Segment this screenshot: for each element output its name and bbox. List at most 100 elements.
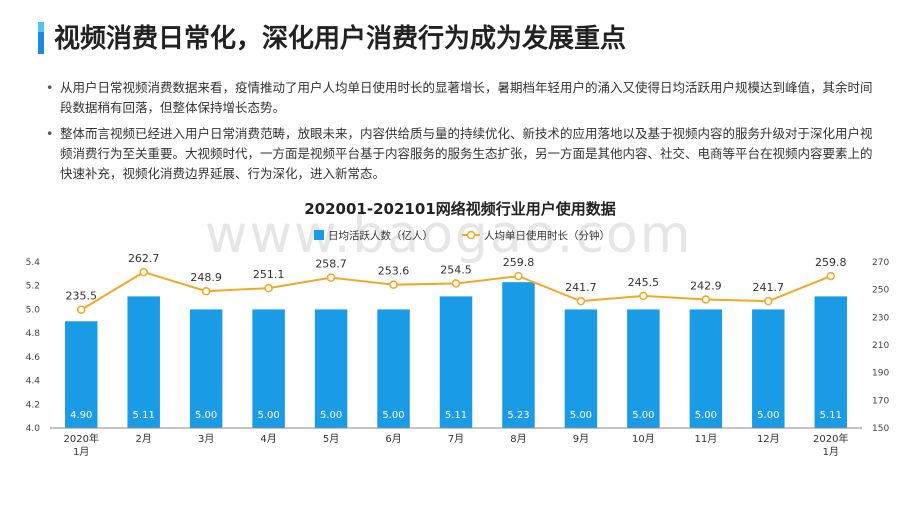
line-data-label: 245.5: [628, 276, 660, 289]
bar: [127, 296, 160, 428]
y-left-tick-label: 5.2: [26, 282, 40, 292]
line-data-label: 241.7: [753, 281, 785, 294]
y-right-tick-label: 250: [872, 286, 889, 296]
line-marker: [639, 291, 648, 301]
x-tick-label-line: 2020年: [64, 432, 99, 445]
legend-bar-label: 日均活跃人数（亿人）: [328, 229, 433, 242]
x-tick-label-line: 1月: [823, 446, 839, 458]
x-tick-label-line: 6月: [385, 433, 401, 445]
line-data-label: 251.1: [253, 268, 285, 281]
line-marker: [139, 267, 148, 277]
x-tick-label: 6月: [385, 433, 401, 445]
line-marker: [826, 271, 836, 281]
bar-data-label: 5.00: [257, 410, 279, 421]
line-data-label: 242.9: [690, 279, 722, 292]
bar-data-label: 5.00: [632, 410, 654, 421]
y-right-tick-label: 190: [872, 369, 889, 379]
x-tick-label-line: 11月: [694, 433, 717, 445]
x-tick-label-line: 1月: [73, 446, 89, 458]
y-left-tick-label: 4.8: [26, 329, 41, 339]
bullet-item: 从用户日常视频消费数据来看，疫情推动了用户人均单日使用时长的显著增长，暑期档年轻…: [44, 78, 876, 118]
line-data-label: 253.6: [378, 265, 410, 278]
x-tick-label: 2020年 1月: [64, 432, 99, 458]
bar-data-label: 5.11: [133, 410, 155, 421]
x-tick-label-line: 5月: [323, 433, 339, 445]
y-left-tick-label: 4.0: [26, 424, 41, 434]
line-data-label: 259.8: [815, 256, 847, 269]
x-tick-label-line: 4月: [260, 433, 276, 445]
y-right-tick-label: 150: [872, 424, 889, 434]
x-tick-label-line: 7月: [448, 433, 464, 445]
bar-data-label: 5.11: [445, 410, 467, 421]
line-data-label: 241.7: [565, 281, 597, 294]
line-data-label: 254.5: [440, 263, 472, 276]
y-right-tick-label: 210: [872, 341, 889, 351]
x-tick-label: 5月: [323, 433, 339, 445]
bar: [189, 309, 223, 428]
bar: [439, 296, 473, 428]
x-tick-label: 8月: [510, 433, 526, 445]
bar-data-label: 5.00: [757, 410, 779, 421]
y-left-tick-label: 5.4: [26, 258, 41, 268]
bar: [689, 309, 723, 428]
x-tick-label: 2月: [136, 433, 152, 445]
line-marker: [326, 273, 336, 282]
x-tick-label: 11月: [694, 433, 717, 445]
bullet-list: 从用户日常视频消费数据来看，疫情推动了用户人均单日使用时长的显著增长，暑期档年轻…: [44, 78, 876, 190]
y-right-tick-label: 270: [872, 258, 889, 268]
bar-data-label: 5.00: [195, 410, 217, 421]
bar-data-label: 4.90: [70, 410, 92, 421]
x-tick-label: 2020年 1月: [813, 432, 848, 458]
x-tick-label-line: 8月: [510, 433, 526, 445]
bar-data-label: 5.23: [507, 410, 529, 421]
line-data-label: 262.7: [128, 252, 160, 265]
line-data-label: 259.8: [503, 256, 535, 269]
y-left-tick-label: 4.4: [26, 377, 41, 387]
y-left-tick-label: 4.2: [26, 400, 40, 410]
line-data-label: 248.9: [190, 271, 222, 284]
line-marker: [201, 286, 211, 296]
line-marker: [514, 271, 523, 281]
page-title: 视频消费日常化，深化用户消费行为成为发展重点: [54, 24, 627, 54]
x-tick-label: 9月: [573, 433, 589, 445]
bar-data-label: 5.11: [820, 410, 842, 421]
y-left-tick-label: 5.0: [26, 305, 41, 315]
x-tick-label-line: 9月: [573, 433, 589, 445]
x-tick-label: 3月: [198, 433, 214, 445]
title-accent-bar-top: [38, 22, 44, 32]
bar-data-label: 5.00: [695, 410, 717, 421]
x-tick-label: 10月: [632, 433, 655, 445]
bar: [314, 309, 348, 428]
title-accent-bar: [38, 22, 44, 54]
bar: [627, 309, 660, 428]
line-marker: [76, 305, 86, 314]
x-tick-label-line: 10月: [632, 433, 655, 445]
x-tick-label-line: 2020年: [813, 432, 848, 445]
x-tick-label: 7月: [448, 433, 464, 445]
bar-data-label: 5.00: [382, 410, 404, 421]
bullet-item: 整体而言视频已经进入用户日常消费范畴，放眼未来，内容供给质与量的持续优化、新技术…: [44, 124, 876, 184]
line-marker: [576, 296, 586, 306]
bar: [377, 309, 410, 428]
line-marker: [389, 280, 398, 289]
x-tick-label-line: 12月: [757, 433, 780, 445]
chart-title: 202001-202101网络视频行业用户使用数据: [304, 200, 615, 218]
bar: [252, 309, 285, 428]
line-marker: [701, 295, 711, 304]
y-left-tick-label: 4.6: [26, 353, 41, 363]
x-tick-label: 12月: [757, 433, 780, 445]
x-tick-label-line: 3月: [198, 433, 214, 445]
x-tick-label-line: 2月: [136, 433, 152, 445]
line-marker: [764, 296, 773, 306]
bar: [752, 309, 785, 428]
line-marker: [264, 283, 273, 293]
x-tick-label: 4月: [260, 433, 276, 445]
line-data-label: 258.7: [315, 258, 347, 271]
bar-data-label: 5.00: [320, 410, 342, 421]
legend-line-marker: [466, 230, 476, 240]
y-right-tick-label: 230: [872, 313, 889, 323]
bar: [814, 296, 848, 428]
bar-data-label: 5.00: [570, 410, 592, 421]
bar: [564, 309, 598, 428]
